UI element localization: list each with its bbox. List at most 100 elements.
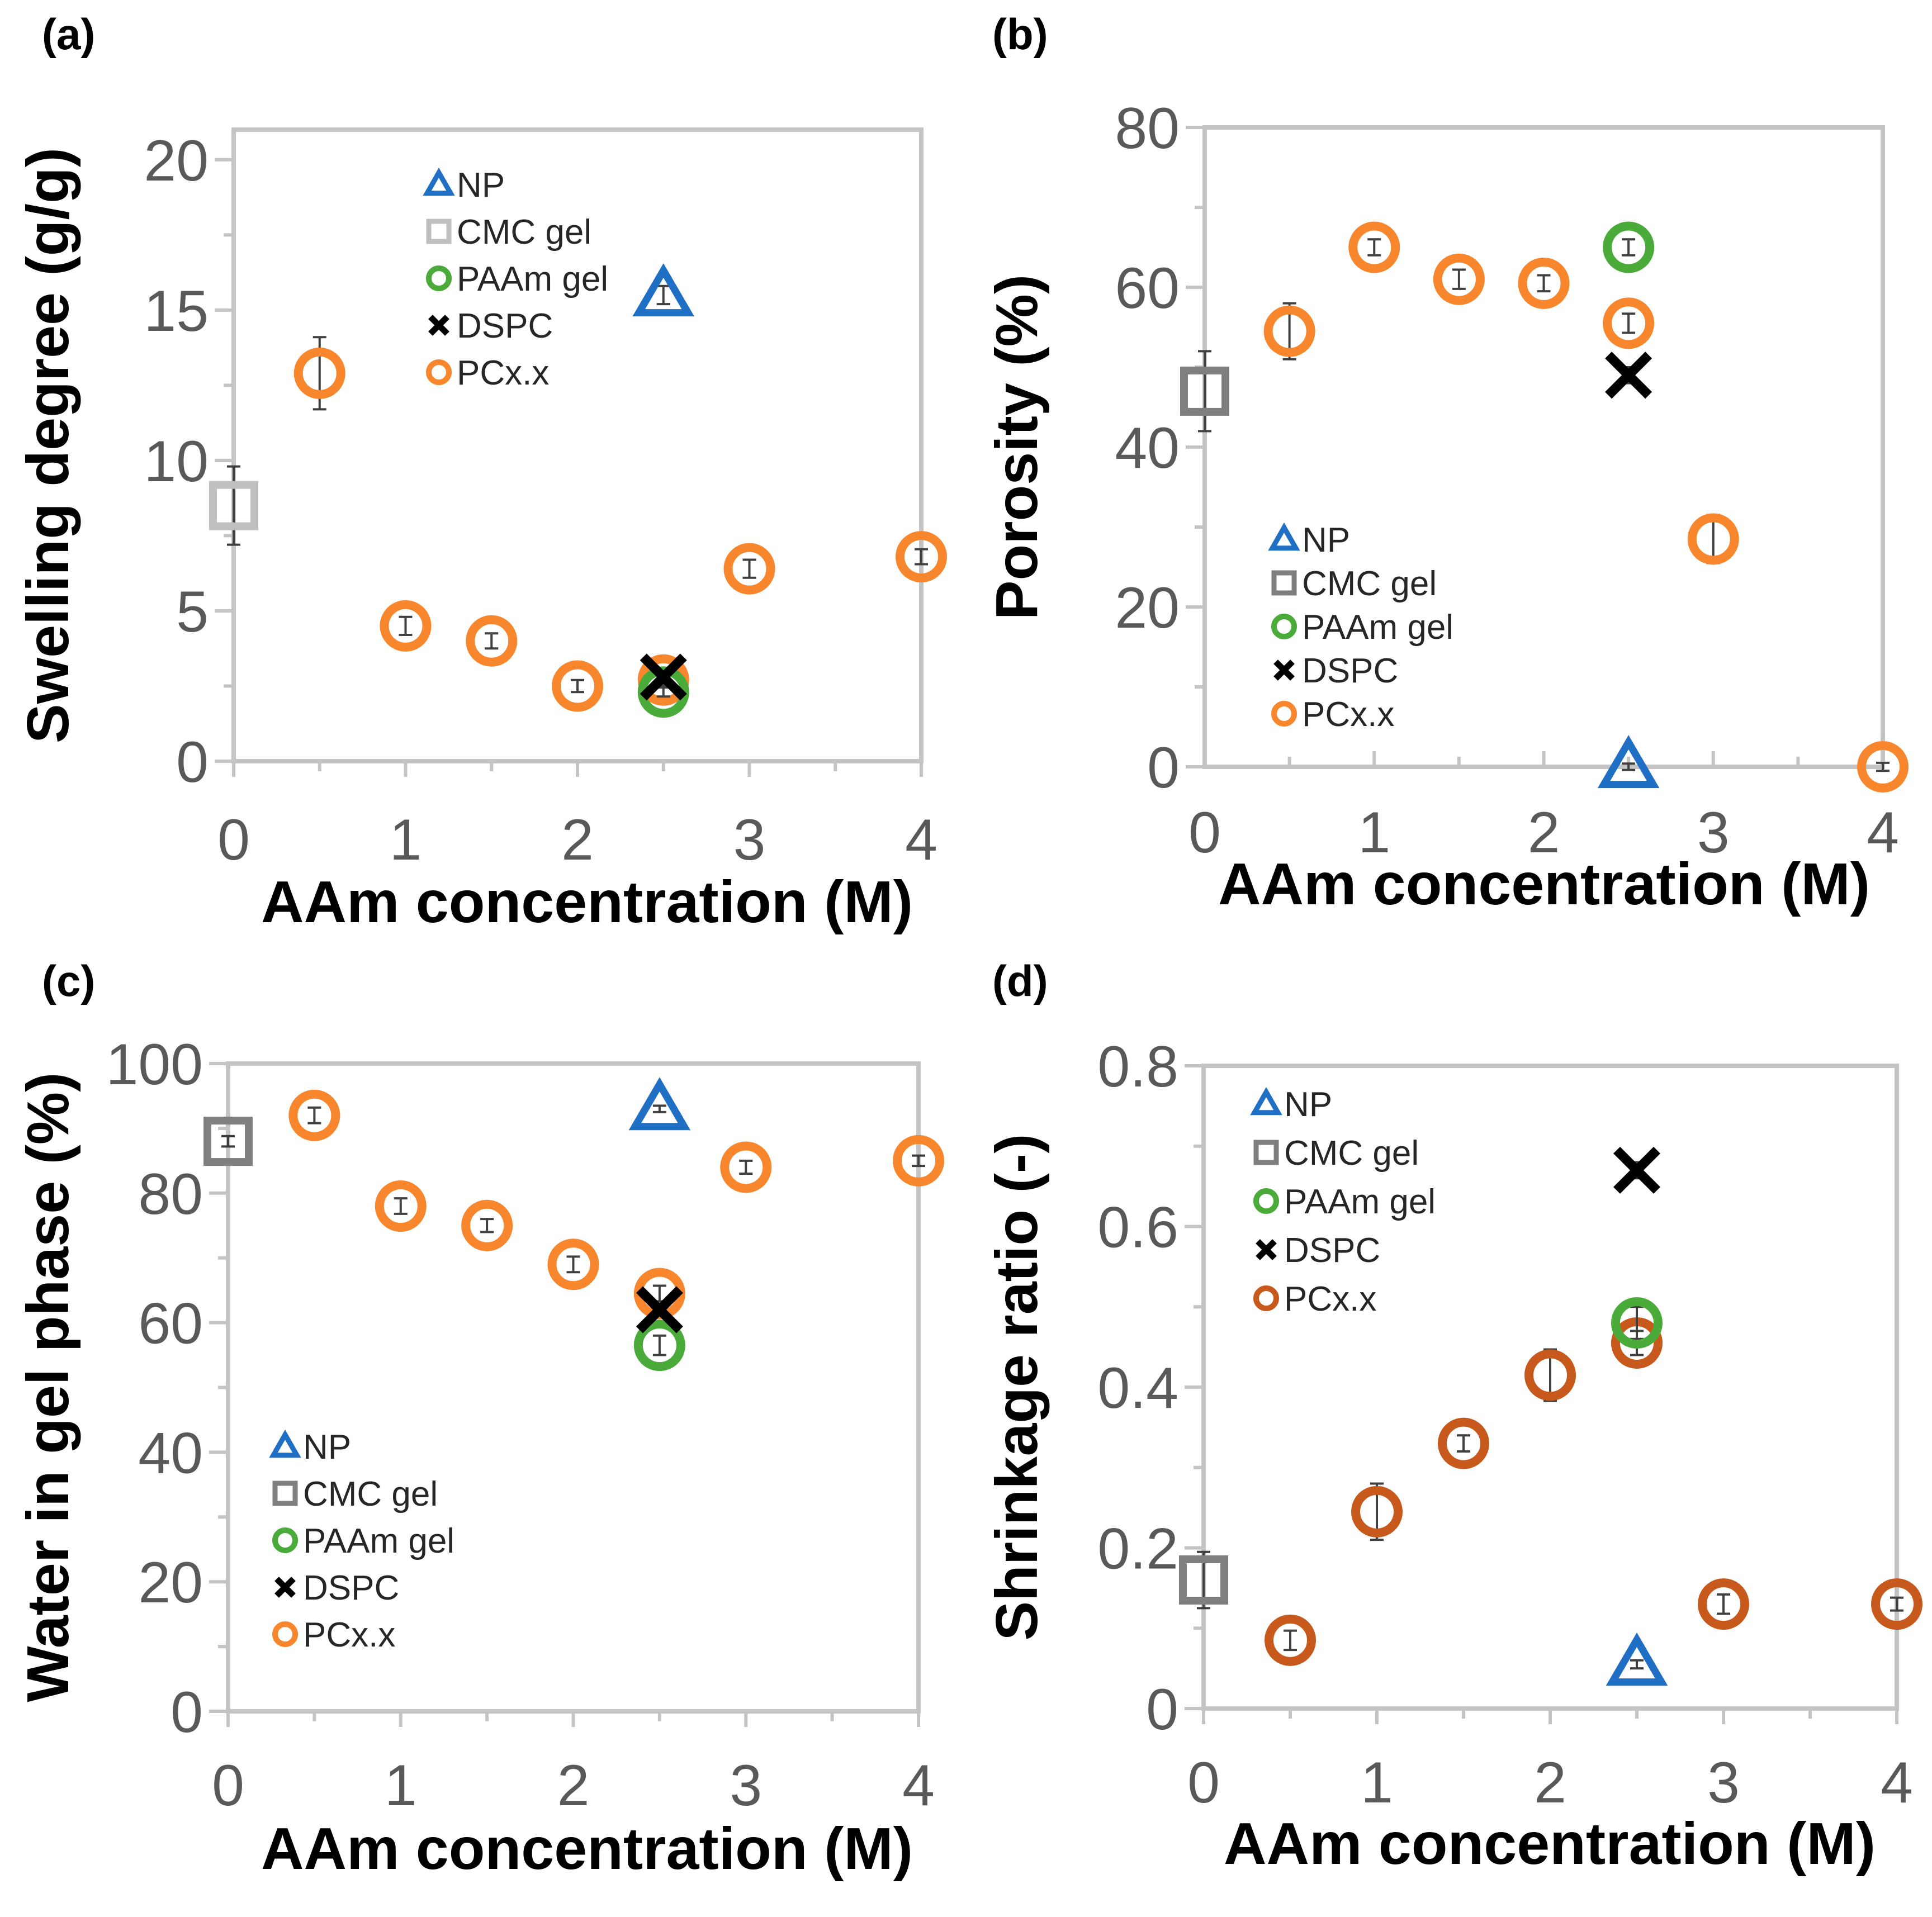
data-point — [1263, 305, 1315, 357]
series-paam-gel — [633, 1320, 685, 1372]
x-tick-label: 4 — [1881, 1750, 1913, 1815]
series-pcx-x — [288, 1089, 944, 1320]
y-axis-title: Shrinkage ratio (-) — [984, 1133, 1050, 1640]
y-tick-label: 20 — [1115, 576, 1180, 640]
y-tick-label: 0 — [1146, 1677, 1178, 1742]
panel-label: (d) — [992, 956, 1048, 1005]
legend-marker — [274, 1577, 296, 1598]
data-point — [636, 1286, 683, 1334]
series-paam-gel — [1611, 1297, 1663, 1349]
series-pcx-x — [1263, 221, 1909, 793]
y-tick-label: 20 — [144, 129, 209, 193]
data-point — [466, 615, 518, 667]
y-tick-label: 15 — [144, 279, 209, 344]
x-tick-label: 0 — [1187, 1750, 1220, 1815]
panel-label: (c) — [42, 956, 95, 1005]
x-axis-title: AAm concentration (M) — [1218, 851, 1870, 917]
y-tick-label: 80 — [138, 1162, 203, 1227]
y-tick-label: 0 — [1147, 736, 1180, 800]
data-point — [1348, 221, 1400, 273]
legend-label: PCx.x — [457, 354, 549, 392]
legend-marker — [1271, 701, 1297, 727]
data-point — [1433, 253, 1485, 305]
data-point — [632, 263, 695, 317]
legend-marker — [269, 1429, 301, 1458]
data-point — [1857, 741, 1909, 793]
legend-marker — [1273, 659, 1295, 681]
legend-marker — [426, 265, 452, 291]
legend-marker — [1253, 1285, 1279, 1311]
y-tick-label: 5 — [176, 580, 209, 644]
y-tick-label: 80 — [1115, 96, 1180, 161]
series-dspc — [636, 1286, 683, 1334]
x-axis-title: AAm concentration (M) — [261, 1816, 913, 1882]
data-point — [1698, 1578, 1749, 1630]
series-paam-gel — [1603, 221, 1655, 273]
data-point — [1518, 257, 1570, 309]
y-tick-label: 10 — [144, 429, 209, 494]
panel-label: (b) — [992, 10, 1048, 59]
legend-label: PAAm gel — [1302, 608, 1453, 647]
data-point — [720, 1141, 772, 1193]
x-tick-label: 4 — [905, 808, 937, 872]
legend-marker — [423, 167, 455, 196]
legend-label: DSPC — [457, 307, 553, 345]
legend-marker — [1271, 570, 1297, 596]
x-axis-title: AAm concentration (M) — [1224, 1811, 1876, 1877]
x-tick-label: 1 — [1361, 1750, 1393, 1815]
x-tick-label: 1 — [390, 808, 422, 872]
series-cmc-gel — [1180, 350, 1229, 433]
data-point — [552, 660, 603, 712]
series-cmc-gel — [203, 1117, 253, 1166]
x-tick-label: 2 — [561, 808, 594, 872]
legend-marker — [1271, 614, 1297, 639]
x-tick-label: 3 — [730, 1753, 762, 1818]
data-point — [628, 1077, 691, 1131]
y-tick-label: 0.6 — [1097, 1195, 1178, 1260]
y-tick-label: 0.4 — [1097, 1356, 1178, 1421]
legend-label: PAAm gel — [457, 260, 608, 298]
legend-label: DSPC — [1302, 652, 1398, 690]
legend: NP CMC gel PAAm gel DSPC PCx.x — [1250, 1085, 1436, 1318]
y-axis-title: Water in gel phase (%) — [15, 1073, 81, 1702]
legend-label: CMC gel — [457, 213, 591, 252]
legend-marker — [1253, 1140, 1279, 1165]
legend-label: PCx.x — [1284, 1280, 1376, 1318]
series-cmc-gel — [1179, 1550, 1228, 1610]
data-point — [1180, 366, 1229, 416]
data-point — [1265, 1614, 1316, 1666]
legend-marker — [1256, 1239, 1277, 1260]
y-tick-label: 60 — [1115, 256, 1180, 321]
series-np — [632, 263, 695, 317]
series-dspc — [640, 653, 687, 701]
data-point — [293, 347, 345, 399]
x-tick-label: 1 — [385, 1753, 417, 1818]
legend-label: PCx.x — [1302, 695, 1394, 734]
data-point — [1351, 1486, 1403, 1538]
data-point — [547, 1239, 599, 1290]
legend-label: NP — [303, 1428, 351, 1467]
plot-area — [226, 1061, 921, 1714]
legend-label: CMC gel — [1284, 1134, 1419, 1173]
x-tick-label: 0 — [212, 1753, 244, 1818]
y-tick-label: 0.2 — [1097, 1517, 1178, 1582]
legend-marker — [1253, 1188, 1279, 1214]
data-point — [1606, 1633, 1668, 1686]
legend-label: PAAm gel — [1284, 1183, 1436, 1221]
y-tick-label: 0 — [176, 730, 209, 795]
legend: NP CMC gel PAAm gel DSPC PCx.x — [269, 1428, 454, 1654]
legend-label: PAAm gel — [303, 1522, 454, 1560]
data-point — [893, 1135, 944, 1187]
data-point — [1597, 735, 1660, 789]
series-cmc-gel — [209, 465, 258, 546]
y-tick-label: 40 — [138, 1421, 203, 1486]
data-point — [1687, 513, 1739, 565]
legend-marker — [272, 1481, 298, 1506]
data-point — [375, 1180, 427, 1232]
legend-label: NP — [1284, 1085, 1332, 1124]
y-axis-title: Porosity (%) — [984, 274, 1050, 620]
legend-marker — [1250, 1086, 1282, 1116]
